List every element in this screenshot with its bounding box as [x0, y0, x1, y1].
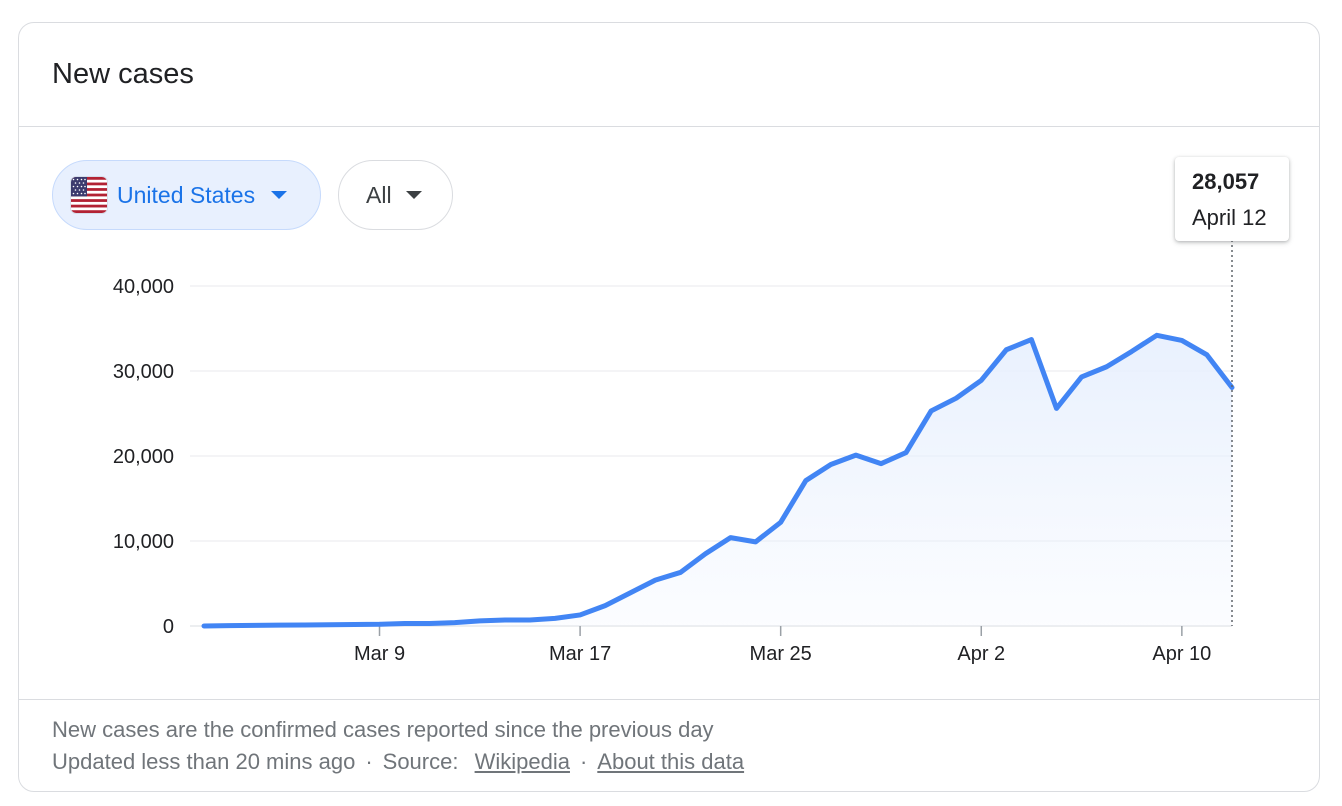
chevron-down-icon	[405, 191, 422, 199]
data-point	[1129, 349, 1134, 354]
separator: ·	[365, 749, 373, 774]
data-point	[227, 623, 232, 628]
data-point	[252, 623, 257, 628]
country-label: United States	[117, 181, 256, 208]
data-point	[402, 621, 407, 626]
card-footer	[19, 699, 1319, 791]
y-tick-label: 0	[163, 616, 174, 638]
data-point	[578, 612, 583, 617]
tooltip-value: 28,057	[1192, 169, 1260, 194]
data-point	[904, 450, 909, 455]
data-point	[452, 620, 457, 625]
data-point	[1029, 337, 1034, 342]
data-point	[1004, 347, 1009, 352]
data-point	[327, 622, 332, 627]
data-point	[628, 590, 633, 595]
area-fill	[204, 335, 1232, 626]
data-point	[603, 603, 608, 608]
x-tick-label: Apr 10	[1152, 643, 1211, 665]
data-point	[653, 578, 658, 583]
us-flag-icon	[71, 177, 107, 213]
x-tick-label: Mar 25	[750, 643, 812, 665]
data-point	[828, 462, 833, 467]
data-point	[1079, 374, 1084, 379]
x-tick-label: Apr 2	[957, 643, 1005, 665]
data-point	[502, 618, 507, 623]
chevron-down-icon	[271, 191, 288, 199]
data-point	[553, 616, 558, 621]
data-point	[527, 618, 532, 623]
data-point	[979, 378, 984, 383]
updated-text: Updated less than 20 mins ago	[52, 749, 356, 774]
data-point	[1179, 338, 1184, 343]
tooltip-date: April 12	[1192, 205, 1267, 230]
data-point	[753, 539, 758, 544]
data-point	[778, 520, 783, 525]
data-point	[1204, 352, 1209, 357]
meta-line: Updated less than 20 mins ago · Source: Wi…	[52, 746, 744, 778]
about-data-link[interactable]: About this data	[597, 749, 745, 774]
data-point	[703, 551, 708, 556]
data-point	[929, 408, 934, 413]
source-link[interactable]: Wikipedia	[474, 749, 570, 774]
data-point	[1104, 364, 1109, 369]
data-point	[678, 570, 683, 575]
data-point	[803, 478, 808, 483]
separator: ·	[579, 749, 588, 774]
data-point	[277, 623, 282, 628]
card-header	[19, 23, 1319, 127]
data-point	[878, 461, 883, 466]
card-title: New cases	[52, 58, 194, 90]
x-tick-label: Mar 17	[549, 643, 611, 665]
data-point	[377, 622, 382, 627]
data-point	[477, 618, 482, 623]
data-point	[427, 621, 432, 626]
data-point	[954, 396, 959, 401]
series-line	[201, 332, 1235, 629]
data-point	[1154, 333, 1159, 338]
data-point	[853, 453, 858, 458]
data-point	[302, 622, 307, 627]
y-tick-label: 30,000	[113, 361, 174, 383]
data-point	[1054, 406, 1059, 411]
country-selector[interactable]: United States	[52, 160, 321, 230]
data-point	[202, 624, 207, 629]
y-tick-label: 10,000	[113, 531, 174, 553]
range-selector[interactable]: All	[338, 160, 453, 230]
y-tick-label: 20,000	[113, 446, 174, 468]
footnote: New cases are the confirmed cases report…	[52, 717, 714, 742]
data-point	[352, 622, 357, 627]
source-label: Source:	[382, 749, 459, 774]
y-tick-label: 40,000	[113, 276, 174, 298]
chart-tooltip: 28,057 April 12	[1175, 157, 1289, 241]
data-point	[728, 535, 733, 540]
range-label: All	[366, 181, 392, 208]
x-tick-label: Mar 9	[354, 643, 405, 665]
